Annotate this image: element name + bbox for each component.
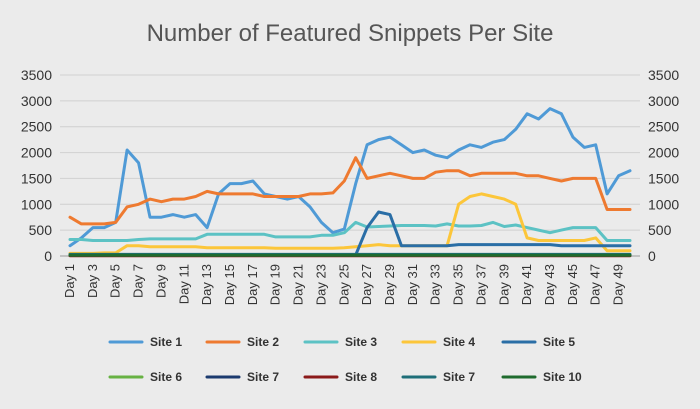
series-lines xyxy=(68,107,632,258)
legend-label: Site 8 xyxy=(345,370,377,384)
x-tick-label: Day 35 xyxy=(451,264,466,305)
y-tick-label-right: 1000 xyxy=(648,196,679,212)
chart-title: Number of Featured Snippets Per Site xyxy=(147,20,554,47)
x-tick-label: Day 9 xyxy=(153,264,168,298)
series-line-4 xyxy=(68,192,632,255)
x-tick-label: Day 25 xyxy=(336,264,351,305)
y-tick-label-left: 3500 xyxy=(21,67,52,83)
y-tick-label-right: 3500 xyxy=(648,67,679,83)
x-tick-label: Day 27 xyxy=(359,264,374,305)
x-tick-label: Day 31 xyxy=(405,264,420,305)
x-tick-label: Day 37 xyxy=(473,264,488,305)
y-tick-label-right: 2000 xyxy=(648,145,679,161)
x-tick-label: Day 41 xyxy=(519,264,534,305)
legend: Site 1 Site 2 Site 3 Site 4 Site 5 Site 6 Site… xyxy=(108,335,582,384)
x-tick-label: Day 17 xyxy=(245,264,260,305)
x-tick-label: Day 7 xyxy=(131,264,146,298)
x-tick-label: Day 21 xyxy=(291,264,306,305)
y-tick-label-right: 3000 xyxy=(648,93,679,109)
legend-label: Site 1 xyxy=(150,335,182,349)
x-tick-label: Day 1 xyxy=(62,264,77,298)
x-tick-label: Day 33 xyxy=(428,264,443,305)
y-tick-label-left: 500 xyxy=(29,222,53,238)
legend-label: Site 10 xyxy=(543,370,582,384)
y-tick-label-left: 2500 xyxy=(21,119,52,135)
legend-label: Site 7 xyxy=(247,370,279,384)
y-tick-label-left: 0 xyxy=(44,248,52,264)
y-tick-label-left: 3000 xyxy=(21,93,52,109)
y-tick-label-right: 2500 xyxy=(648,119,679,135)
x-tick-label: Day 49 xyxy=(611,264,626,305)
legend-label: Site 2 xyxy=(247,335,279,349)
legend-label: Site 6 xyxy=(150,370,182,384)
x-tick-label: Day 11 xyxy=(176,264,191,304)
x-tick-label: Day 19 xyxy=(268,264,283,305)
y-tick-label-right: 500 xyxy=(648,222,672,238)
legend-label: Site 4 xyxy=(443,335,475,349)
x-tick-label: Day 45 xyxy=(565,264,580,305)
y-tick-label-right: 1500 xyxy=(648,170,679,186)
legend-label: Site 3 xyxy=(345,335,377,349)
x-tick-label: Day 3 xyxy=(85,264,100,298)
y-tick-label-right: 0 xyxy=(648,248,656,264)
x-tick-label: Day 23 xyxy=(313,264,328,305)
y-tick-label-left: 2000 xyxy=(21,145,52,161)
series-line-2 xyxy=(68,156,632,226)
x-tick-label: Day 29 xyxy=(382,264,397,305)
x-tick-label: Day 47 xyxy=(588,264,603,305)
x-tick-label: Day 13 xyxy=(199,264,214,305)
axes: 0 0 500 500 1000 1000 1500 1500 2000 2000 2500 2500… xyxy=(21,67,680,305)
x-tick-label: Day 15 xyxy=(222,264,237,305)
x-tick-label: Day 39 xyxy=(496,264,511,305)
y-tick-label-left: 1500 xyxy=(21,170,52,186)
legend-label: Site 5 xyxy=(543,335,575,349)
x-tick-label: Day 43 xyxy=(542,264,557,305)
x-tick-label: Day 5 xyxy=(108,264,123,298)
series-line-1 xyxy=(68,107,632,248)
series-line-3 xyxy=(68,220,632,242)
y-tick-label-left: 1000 xyxy=(21,196,52,212)
legend-label: Site 7 xyxy=(443,370,475,384)
